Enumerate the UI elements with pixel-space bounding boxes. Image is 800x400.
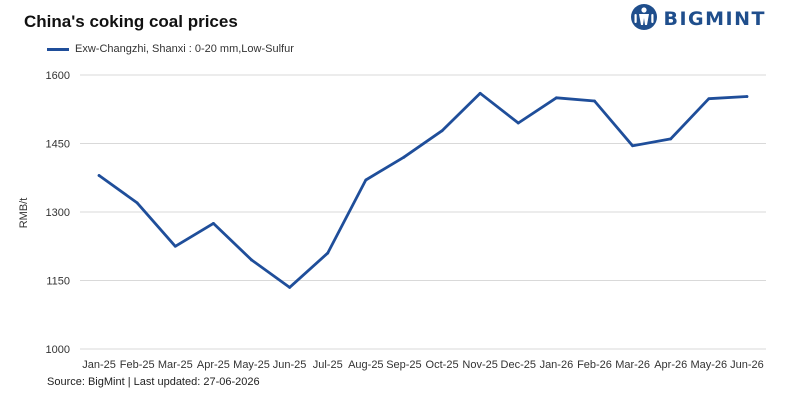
x-tick-label: Jan-25 <box>82 359 116 371</box>
data-point <box>364 178 368 182</box>
y-tick-label: 1600 <box>46 70 70 82</box>
chart-title: China's coking coal prices <box>24 12 238 31</box>
data-point <box>288 285 292 289</box>
x-tick-label: May-26 <box>690 359 727 371</box>
data-point <box>631 144 635 148</box>
data-point <box>440 129 444 133</box>
x-tick-label: May-25 <box>233 359 270 371</box>
source-note: Source: BigMint | Last updated: 27-06-20… <box>47 376 260 388</box>
series-line <box>97 91 749 289</box>
x-tick-label: Apr-26 <box>654 359 687 371</box>
x-tick-label: Jul-25 <box>313 359 343 371</box>
x-tick-label: Aug-25 <box>348 359 383 371</box>
data-point <box>211 222 215 225</box>
y-tick-label: 1300 <box>46 207 70 219</box>
chart-legend: Exw-Changzhi, Shanxi : 0-20 mm,Low-Sulfu… <box>47 42 294 56</box>
y-tick-label: 1150 <box>46 276 70 288</box>
data-point <box>250 258 253 262</box>
data-point <box>135 201 139 205</box>
x-tick-label: Oct-25 <box>426 359 459 371</box>
x-tick-label: Feb-25 <box>120 359 155 371</box>
logo-wordmark: BIGMINT <box>663 8 766 30</box>
data-point <box>745 95 749 98</box>
x-tick-label: Feb-26 <box>577 359 612 371</box>
data-point <box>97 174 101 177</box>
legend-swatch <box>47 47 69 51</box>
data-point <box>478 91 482 95</box>
x-tick-label: Mar-25 <box>158 359 193 371</box>
x-tick-label: Sep-25 <box>386 359 421 371</box>
x-tick-label: Jun-25 <box>273 359 307 371</box>
x-tick-label: Jun-26 <box>730 359 764 371</box>
y-tick-label: 1000 <box>46 344 70 356</box>
data-point <box>554 96 558 100</box>
data-point <box>707 97 711 101</box>
x-tick-label: Mar-26 <box>615 359 650 371</box>
data-point <box>669 137 673 141</box>
data-point <box>326 251 330 255</box>
x-tick-label: Nov-25 <box>462 359 497 371</box>
x-tick-label: Jan-26 <box>540 359 574 371</box>
legend-label: Exw-Changzhi, Shanxi : 0-20 mm,Low-Sulfu… <box>75 43 294 55</box>
data-point <box>173 244 177 248</box>
x-tick-label: Apr-25 <box>197 359 230 371</box>
data-point <box>516 121 520 125</box>
bigmint-logo-icon <box>630 3 658 36</box>
data-point <box>402 155 406 159</box>
y-tick-label: 1450 <box>46 139 70 151</box>
data-point <box>593 99 596 103</box>
x-tick-label: Dec-25 <box>501 359 536 371</box>
brand-logo: BIGMINT <box>630 3 767 36</box>
